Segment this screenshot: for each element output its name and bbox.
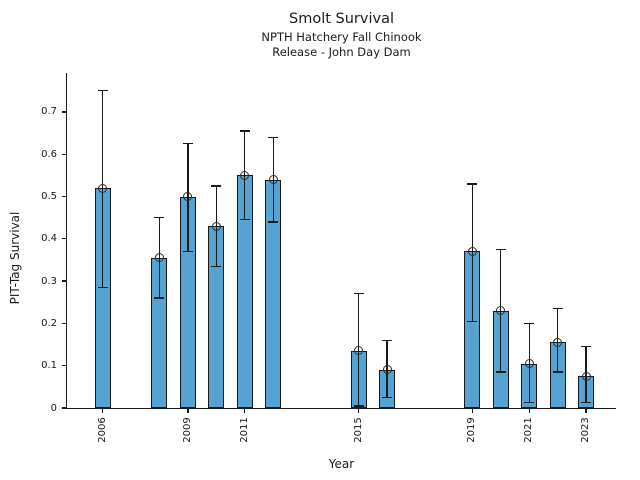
x-tick-mark — [101, 409, 104, 414]
error-cap-top-2023 — [581, 345, 592, 348]
error-cap-bottom-2015 — [353, 405, 364, 407]
error-cap-top-2022 — [552, 307, 563, 310]
error-cap-bottom-2023 — [581, 401, 592, 404]
error-cap-bottom-2012 — [268, 221, 279, 223]
y-tick-label: 0.1 — [41, 360, 57, 372]
x-axis-spine — [65, 408, 616, 410]
chart-subtitle-line2: Release - John Day Dam — [272, 45, 411, 59]
x-tick-label: 2023 — [580, 417, 592, 443]
x-tick-mark — [585, 409, 587, 414]
point-marker-2011 — [240, 170, 250, 180]
chart-subtitle-line1: NPTH Hatchery Fall Chinook — [261, 30, 422, 44]
y-tick-mark — [61, 365, 66, 367]
x-tick-mark — [528, 409, 530, 414]
x-tick-mark — [187, 409, 189, 414]
x-tick-label: 2011 — [238, 417, 250, 443]
error-cap-bottom-2009 — [182, 250, 193, 253]
point-marker-2008 — [154, 253, 164, 263]
error-cap-bottom-2016 — [382, 396, 392, 399]
error-cap-bottom-2020 — [495, 371, 506, 373]
point-marker-2022 — [553, 337, 563, 347]
error-cap-top-2021 — [524, 322, 535, 325]
y-tick-label: 0.6 — [41, 148, 57, 160]
x-tick-label: 2021 — [523, 417, 535, 443]
point-marker-2023 — [581, 371, 591, 381]
y-axis-spine — [65, 73, 67, 410]
chart-title: Smolt Survival — [289, 11, 394, 27]
y-tick-label: 0 — [50, 402, 57, 414]
y-tick-label: 0.3 — [41, 275, 57, 287]
y-tick-mark — [61, 280, 66, 282]
x-tick-label: 2009 — [181, 417, 193, 443]
x-tick-label: 2015 — [352, 417, 364, 443]
error-cap-top-2016 — [382, 339, 392, 341]
point-marker-2006 — [98, 183, 108, 193]
y-tick-mark — [61, 111, 66, 113]
x-tick-label: 2019 — [466, 417, 478, 443]
y-tick-label: 0.2 — [41, 317, 57, 329]
y-tick-label: 0.4 — [41, 233, 57, 245]
x-tick-mark — [471, 409, 473, 414]
error-cap-bottom-2010 — [211, 265, 222, 267]
x-axis-label: Year — [328, 457, 355, 471]
error-cap-top-2006 — [97, 90, 108, 92]
x-tick-mark — [357, 409, 360, 414]
y-tick-mark — [61, 195, 66, 198]
point-marker-2020 — [496, 306, 506, 316]
y-tick-label: 0.5 — [41, 191, 57, 202]
point-marker-2010 — [211, 221, 221, 231]
error-cap-top-2010 — [211, 185, 222, 187]
y-tick-mark — [61, 153, 66, 155]
y-tick-label: 0.7 — [41, 106, 57, 118]
x-tick-mark — [244, 409, 246, 414]
error-cap-top-2020 — [495, 248, 506, 251]
y-axis-label: PIT-Tag Survival — [8, 211, 22, 305]
error-cap-top-2019 — [467, 183, 478, 185]
error-cap-top-2011 — [239, 130, 250, 132]
point-marker-2009 — [183, 192, 193, 201]
error-cap-bottom-2021 — [524, 401, 535, 404]
y-tick-mark — [61, 322, 66, 325]
error-cap-top-2012 — [268, 136, 279, 138]
error-cap-top-2009 — [182, 142, 193, 145]
error-cap-bottom-2011 — [239, 219, 250, 221]
point-marker-2021 — [524, 359, 534, 369]
point-marker-2019 — [467, 246, 477, 256]
error-cap-bottom-2008 — [154, 297, 165, 299]
error-cap-bottom-2019 — [467, 320, 478, 322]
point-marker-2012 — [268, 175, 278, 185]
x-tick-label: 2006 — [96, 417, 108, 443]
point-marker-2015 — [354, 346, 364, 356]
y-tick-mark — [61, 407, 66, 409]
error-cap-top-2008 — [154, 216, 165, 219]
point-marker-2016 — [382, 365, 392, 375]
error-cap-bottom-2022 — [552, 371, 563, 373]
error-cap-top-2015 — [353, 293, 364, 295]
y-tick-mark — [61, 238, 66, 240]
error-cap-bottom-2006 — [97, 286, 108, 289]
